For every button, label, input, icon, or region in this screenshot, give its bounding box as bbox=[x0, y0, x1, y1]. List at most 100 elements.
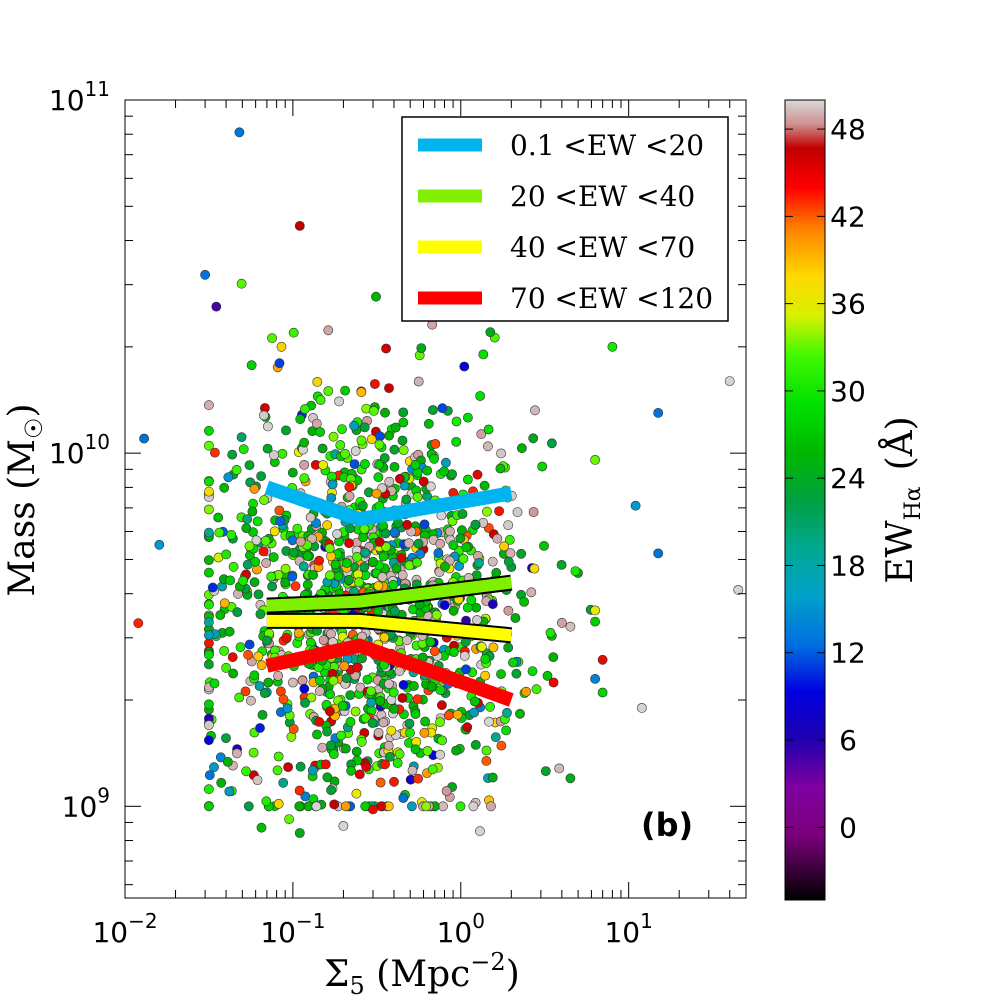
scatter-point bbox=[515, 708, 525, 719]
scatter-point bbox=[590, 454, 600, 465]
scatter-point bbox=[459, 651, 470, 661]
scatter-point bbox=[381, 541, 391, 552]
scatter-point bbox=[324, 706, 335, 717]
scatter-point bbox=[340, 743, 351, 754]
scatter-point bbox=[262, 421, 273, 432]
scatter-point bbox=[475, 391, 485, 401]
scatter-point bbox=[275, 516, 286, 526]
scatter-point bbox=[412, 557, 422, 568]
scatter-point bbox=[389, 461, 400, 472]
scatter-point bbox=[539, 541, 549, 551]
scatter-point bbox=[295, 536, 306, 547]
scatter-point bbox=[496, 740, 507, 751]
scatter-point bbox=[305, 512, 316, 523]
scatter-point bbox=[570, 566, 581, 576]
colorbar-tick-label: 42 bbox=[830, 200, 866, 233]
scatter-point bbox=[323, 386, 334, 396]
scatter-point bbox=[203, 659, 214, 670]
scatter-point bbox=[243, 649, 253, 660]
scatter-point bbox=[487, 599, 498, 610]
scatter-point bbox=[256, 471, 266, 481]
scatter-point bbox=[485, 701, 495, 712]
scatter-point bbox=[244, 541, 255, 551]
scatter-point bbox=[412, 694, 423, 705]
scatter-point bbox=[244, 460, 255, 470]
scatter-point bbox=[373, 727, 384, 738]
scatter-point bbox=[368, 405, 379, 416]
scatter-point bbox=[307, 533, 317, 544]
scatter-point bbox=[503, 605, 514, 616]
scatter-point bbox=[228, 561, 239, 572]
scatter-point bbox=[519, 597, 529, 607]
scatter-point bbox=[203, 504, 214, 515]
scatter-point bbox=[336, 730, 346, 741]
scatter-point bbox=[328, 749, 339, 759]
scatter-point bbox=[276, 341, 287, 352]
scatter-point bbox=[325, 570, 335, 581]
scatter-point bbox=[256, 822, 267, 833]
scatter-point bbox=[503, 556, 514, 567]
scatter-point bbox=[480, 670, 491, 681]
scatter-point bbox=[351, 788, 362, 799]
scatter-point bbox=[398, 407, 409, 418]
scatter-point bbox=[221, 733, 231, 743]
scatter-point bbox=[221, 662, 231, 673]
scatter-point bbox=[232, 607, 243, 618]
scatter-point bbox=[504, 535, 515, 545]
scatter-point bbox=[247, 506, 258, 517]
scatter-point bbox=[389, 606, 400, 617]
scatter-point bbox=[203, 486, 214, 497]
scatter-point bbox=[381, 343, 391, 354]
scatter-point bbox=[437, 403, 448, 414]
scatter-point bbox=[227, 449, 238, 460]
scatter-point bbox=[292, 523, 303, 534]
scatter-point bbox=[439, 561, 450, 572]
scatter-point bbox=[352, 552, 362, 562]
scatter-point bbox=[436, 700, 447, 711]
scatter-point bbox=[344, 538, 354, 548]
scatter-point bbox=[545, 627, 556, 638]
scatter-point bbox=[383, 679, 394, 689]
scatter-point bbox=[236, 278, 247, 289]
scatter-point bbox=[359, 459, 370, 469]
scatter-point bbox=[344, 491, 355, 502]
scatter-point bbox=[349, 420, 359, 431]
scatter-point bbox=[540, 766, 551, 776]
scatter-point bbox=[203, 400, 214, 411]
scatter-point bbox=[262, 635, 272, 646]
scatter-point bbox=[299, 473, 310, 483]
scatter-point bbox=[318, 460, 328, 470]
scatter-point bbox=[548, 652, 559, 663]
scatter-point bbox=[231, 464, 242, 475]
scatter-point bbox=[462, 412, 473, 423]
scatter-point bbox=[318, 635, 329, 645]
scatter-point bbox=[422, 465, 433, 476]
scatter-point bbox=[390, 422, 401, 433]
scatter-point bbox=[349, 459, 360, 469]
scatter-point bbox=[356, 435, 367, 446]
scatter-point bbox=[295, 761, 306, 772]
scatter-point bbox=[343, 575, 354, 585]
scatter-point bbox=[378, 551, 389, 562]
scatter-point bbox=[290, 581, 301, 592]
scatter-point bbox=[242, 514, 253, 524]
scatter-point bbox=[429, 646, 440, 657]
scatter-point bbox=[219, 598, 230, 609]
scatter-point bbox=[287, 677, 298, 688]
scatter-point bbox=[374, 459, 385, 470]
scatter-point bbox=[250, 556, 261, 567]
scatter-point bbox=[357, 653, 367, 664]
scatter-point bbox=[380, 759, 390, 770]
scatter-point bbox=[456, 525, 467, 536]
scatter-point bbox=[322, 726, 332, 737]
scatter-point bbox=[329, 799, 340, 810]
scatter-point bbox=[288, 724, 299, 734]
scatter-point bbox=[311, 418, 322, 429]
series-line-4 bbox=[265, 638, 514, 707]
scatter-point bbox=[224, 626, 235, 637]
scatter-point bbox=[259, 495, 269, 505]
scatter-point bbox=[435, 717, 445, 727]
scatter-point bbox=[454, 561, 464, 571]
scatter-point bbox=[405, 728, 415, 738]
x-tick-label: 10−1 bbox=[260, 909, 325, 949]
